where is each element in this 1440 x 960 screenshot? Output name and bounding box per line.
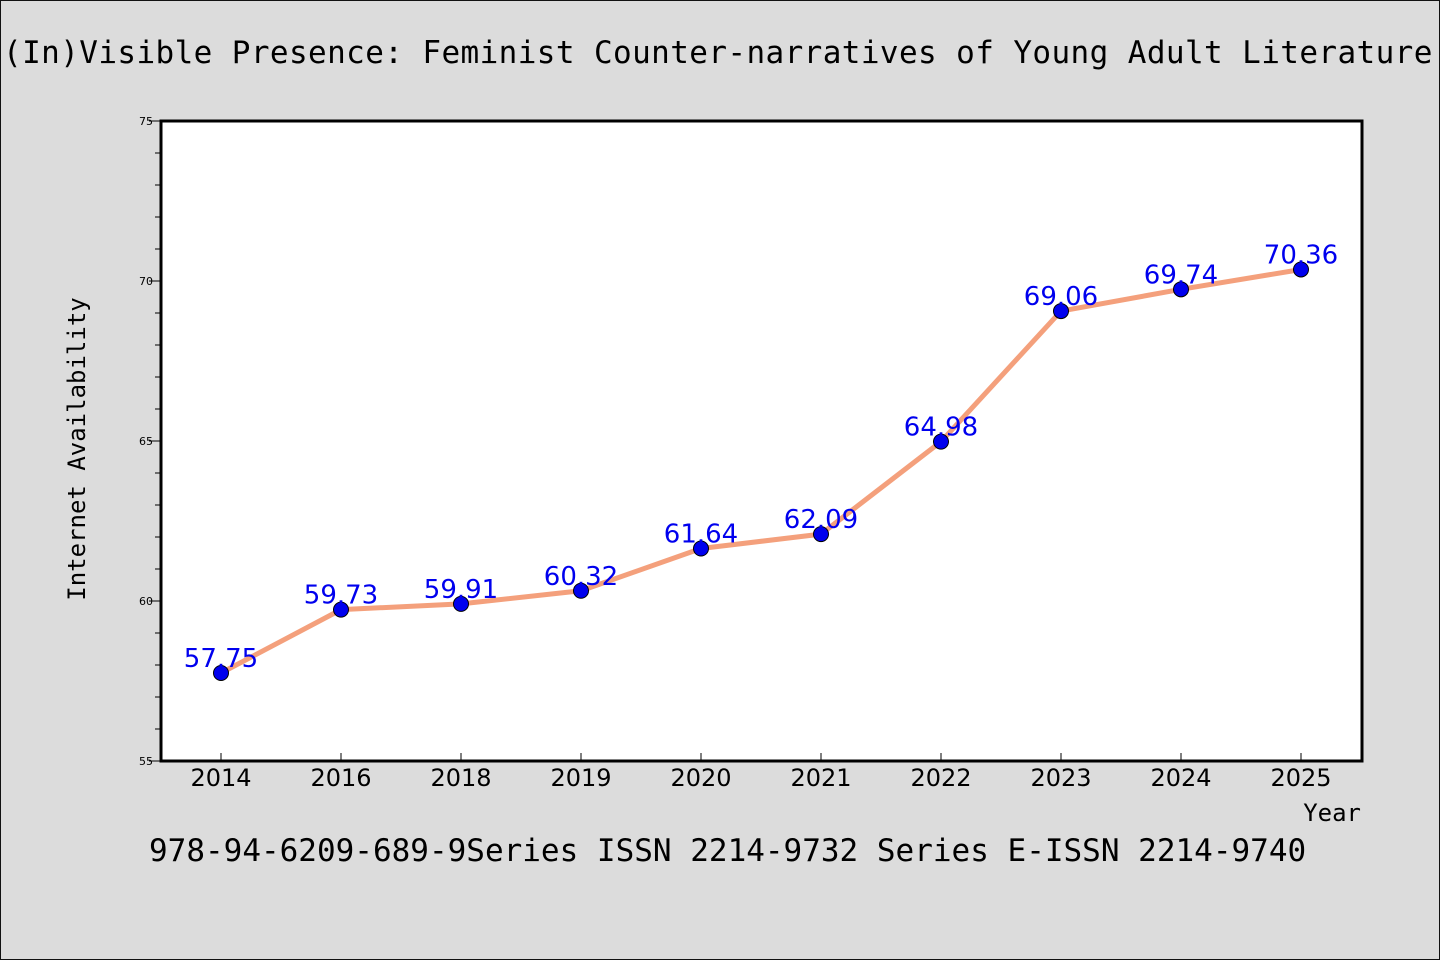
data-label: 61.64 (664, 520, 738, 550)
x-tick-label: 2014 (190, 764, 251, 792)
data-point (333, 601, 349, 618)
y-tick-label: 70 (139, 275, 153, 288)
data-point (693, 540, 709, 557)
chart-title: (In)Visible Presence: Feminist Counter-n… (3, 35, 1440, 71)
data-markers (213, 261, 1309, 681)
y-axis-label: Internet Availability (63, 297, 91, 600)
y-tick-label: 60 (139, 595, 153, 608)
plot-area (159, 119, 1364, 763)
series-line (219, 267, 1302, 676)
y-axis: 55 60 65 70 75 (139, 115, 161, 768)
x-tick-label: 2024 (1150, 764, 1211, 792)
data-label: 69.06 (1024, 282, 1098, 312)
x-tick-label: 2016 (310, 764, 371, 792)
x-tick-label: 2022 (910, 764, 971, 792)
data-point (213, 665, 229, 681)
data-point (933, 433, 949, 450)
data-point (813, 526, 829, 543)
data-labels: 57.75 59.73 59.91 60.32 61.64 62.09 64.98 69.06… (184, 240, 1338, 674)
x-tick-label: 2019 (550, 764, 611, 792)
data-label: 60.32 (544, 562, 618, 592)
data-point (573, 582, 589, 599)
x-tick-label: 2023 (1030, 764, 1091, 792)
y-tick-label: 65 (139, 435, 153, 448)
data-label: 57.75 (184, 644, 258, 674)
data-label: 62.09 (784, 505, 858, 535)
x-axis-label: Year (1303, 799, 1361, 827)
data-point (1053, 303, 1069, 320)
y-tick-label: 55 (139, 755, 153, 768)
y-tick-label: 75 (139, 115, 153, 128)
x-tick-label: 2020 (670, 764, 731, 792)
data-label: 59.91 (424, 575, 498, 605)
x-tick-label: 2021 (790, 764, 851, 792)
data-point (1293, 261, 1309, 278)
data-label: 59.73 (304, 581, 378, 611)
x-tick-label: 2018 (430, 764, 491, 792)
data-label: 64.98 (904, 413, 978, 443)
isbn-footer: 978-94-6209-689-9Series ISSN 2214-9732 S… (149, 833, 1307, 869)
data-label: 70.36 (1264, 240, 1338, 270)
x-axis: 2014 2016 2018 2019 2020 2021 2022 2023 2024 2025 (190, 753, 1332, 792)
x-tick-label: 2025 (1270, 764, 1331, 792)
data-label: 69.74 (1144, 260, 1218, 290)
data-point (453, 595, 469, 612)
data-point (1173, 281, 1189, 298)
